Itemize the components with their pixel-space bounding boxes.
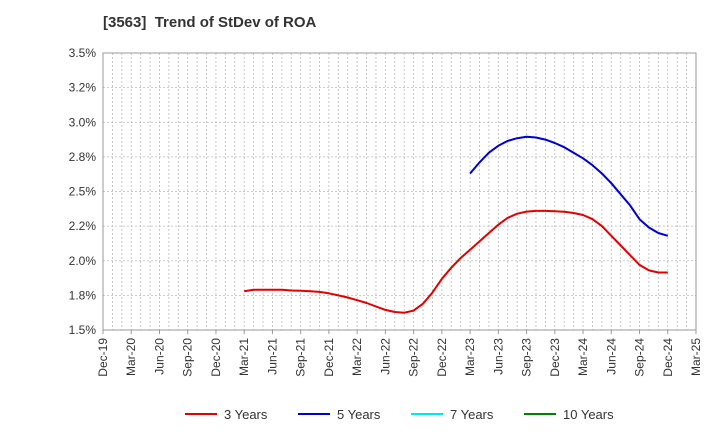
x-tick-label: Dec-21	[322, 338, 336, 377]
x-tick-label: Mar-25	[689, 338, 703, 376]
legend-label: 5 Years	[337, 407, 381, 422]
x-tick-label: Dec-20	[209, 338, 223, 377]
y-tick-label: 3.2%	[69, 81, 97, 95]
x-tick-label: Mar-23	[463, 338, 477, 376]
x-tick-label: Dec-24	[661, 338, 675, 377]
legend-label: 10 Years	[563, 407, 614, 422]
series-line-5-years	[469, 135, 669, 237]
x-tick-label: Mar-24	[576, 338, 590, 376]
x-tick-label: Jun-22	[378, 338, 392, 375]
y-tick-label: 1.8%	[69, 288, 97, 302]
x-tick-label: Dec-19	[96, 338, 110, 377]
x-tick-label: Sep-21	[294, 338, 308, 377]
y-tick-label: 3.0%	[69, 115, 97, 129]
x-tick-label: Mar-20	[124, 338, 138, 376]
series-layer	[244, 135, 669, 314]
x-tick-label: Jun-20	[152, 338, 166, 375]
y-tick-labels: 3.5% 3.2% 3.0% 2.8% 2.5% 2.2% 2.0% 1.8% 1.5%	[69, 46, 97, 337]
plot-frame	[102, 52, 697, 331]
x-tick-label: Jun-23	[491, 338, 505, 375]
x-tick-label: Sep-22	[407, 338, 421, 377]
x-tick-label: Jun-21	[265, 338, 279, 375]
x-tick-labels: Dec-19 Mar-20 Jun-20 Sep-20 Dec-20 Mar-21 Jun-…	[96, 330, 703, 377]
x-tick-label: Jun-24	[604, 338, 618, 375]
grid-layer	[103, 53, 696, 330]
series-line-3-years	[244, 209, 668, 314]
y-tick-label: 2.8%	[69, 150, 97, 164]
x-tick-label: Dec-23	[548, 338, 562, 377]
y-tick-label: 3.5%	[69, 46, 97, 60]
x-tick-label: Sep-24	[633, 338, 647, 377]
x-tick-label: Sep-20	[181, 338, 195, 377]
x-tick-label: Mar-21	[237, 338, 251, 376]
legend-label: 3 Years	[224, 407, 268, 422]
legend-label: 7 Years	[450, 407, 494, 422]
legend: 3 Years 5 Years 7 Years 10 Years	[185, 407, 614, 422]
x-tick-label: Sep-23	[520, 338, 534, 377]
x-tick-label: Dec-22	[435, 338, 449, 377]
x-tick-label: Mar-22	[350, 338, 364, 376]
chart-title: [3563] Trend of StDev of ROA	[103, 14, 317, 31]
y-tick-label: 1.5%	[69, 323, 97, 337]
y-tick-label: 2.5%	[69, 185, 97, 199]
y-tick-label: 2.0%	[69, 254, 97, 268]
y-tick-label: 2.2%	[69, 219, 97, 233]
